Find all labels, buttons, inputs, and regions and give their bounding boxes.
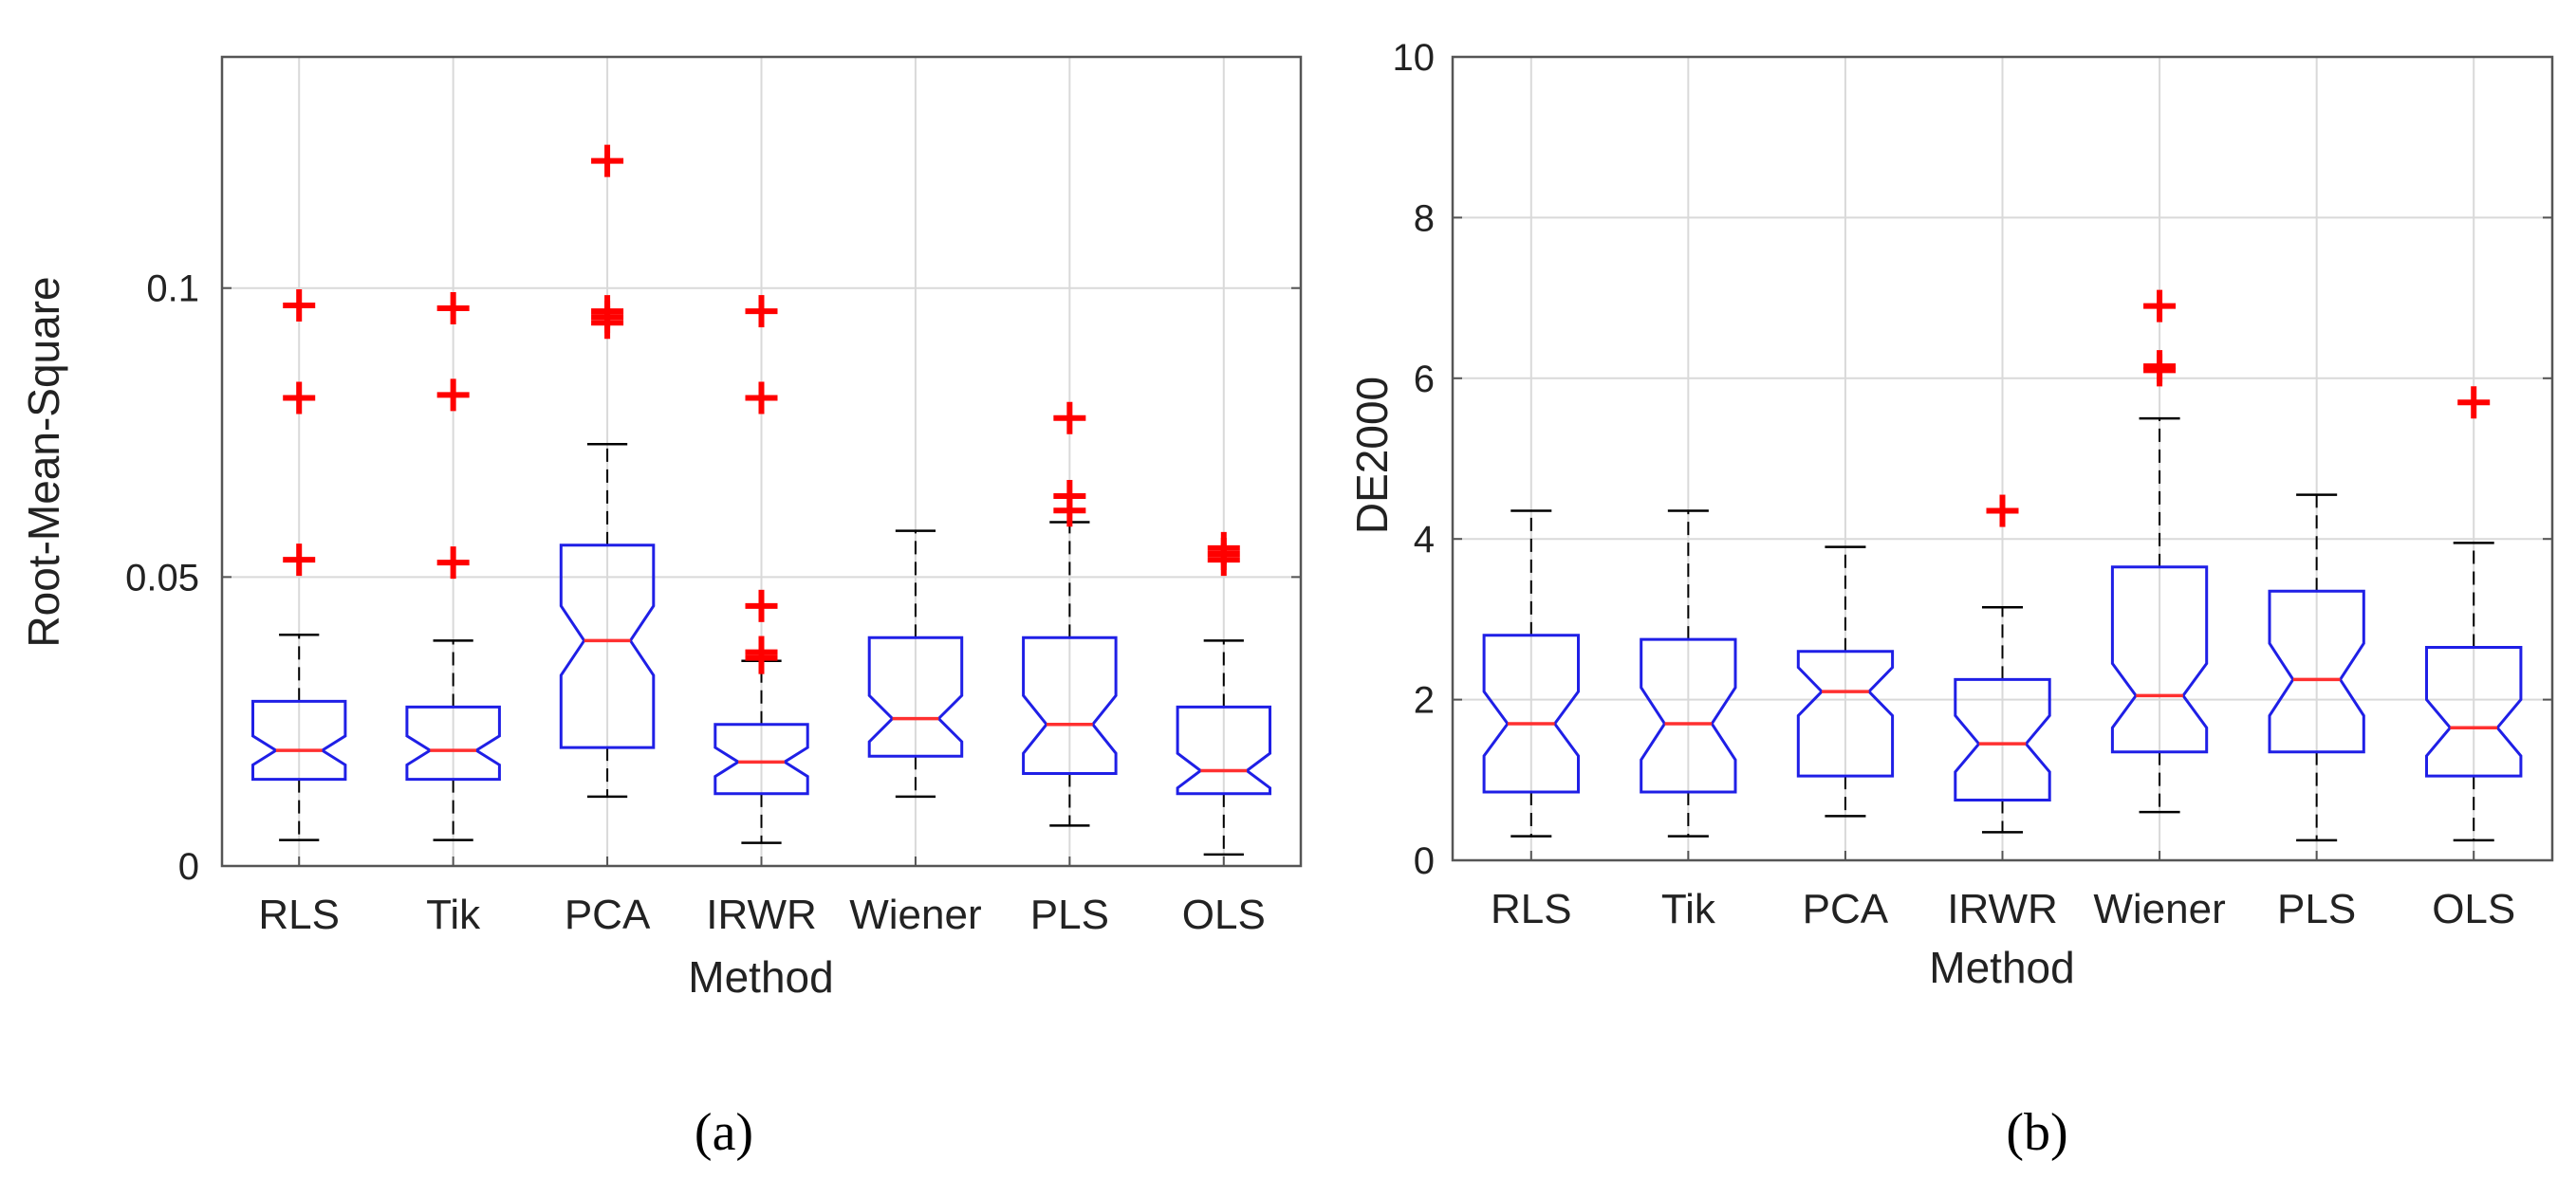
y-tick-label: 8 [1414,197,1435,239]
y-tick-label: 4 [1414,519,1435,561]
notched-box [251,699,347,782]
x-axis-label: Method [1929,943,2074,992]
box-pca [1796,545,1895,818]
notched-box [2110,565,2209,754]
outlier-marker [436,546,470,580]
outlier-marker [745,295,778,328]
notched-box [867,636,964,758]
box-wiener [867,529,964,799]
box-pca [559,144,656,799]
box-pls [1022,401,1118,827]
notched-box [1640,637,1737,794]
box-irwr [713,295,809,844]
outlier-marker [745,381,778,414]
x-axis-label: Method [688,952,833,1002]
notched-box [1796,650,1895,778]
notched-box [1482,634,1580,794]
outlier-marker [2457,386,2491,419]
box-tik [1640,509,1737,838]
box-rls [251,288,347,841]
box-ols [2425,386,2523,842]
notched-box [559,543,656,749]
x-tick-label: IRWR [1947,886,2058,932]
notched-box [713,723,809,796]
y-tick-label: 0.05 [125,557,199,599]
chart-b: 0 2 4 6 8 10 RLS Tik PCA IRWR Wiener PLS OLS Method DE… [1347,37,2554,992]
notched-box [1022,636,1118,775]
outlier-marker [745,636,778,669]
outlier-marker [2143,289,2177,322]
x-tick-label: Wiener [849,892,981,938]
outlier-marker [2143,350,2177,383]
x-tick-label: OLS [1182,892,1266,938]
box-wiener [2110,289,2209,814]
notched-box [2425,646,2523,778]
y-tick-label: 0 [1414,840,1435,882]
outlier-marker [591,144,624,177]
x-tick-label: PLS [1030,892,1109,938]
y-axis-label: DE2000 [1347,377,1397,534]
y-tick-label: 10 [1393,37,1436,79]
y-tick-label: 6 [1414,359,1435,400]
x-tick-label: Wiener [2093,886,2225,932]
outlier-marker [283,543,316,577]
outlier-marker [745,589,778,622]
notched-box [1176,705,1271,796]
y-tick-label: 2 [1414,680,1435,722]
x-tick-label: RLS [1491,886,1572,932]
caption-b: (b) [2006,1103,2068,1162]
outlier-marker [1986,494,2019,527]
y-tick-label: 0.1 [146,268,199,310]
chart-a: 0 0.05 0.1 RLS Tik PCA IRWR Wiener PLS OLS Method R… [19,55,1303,1002]
x-tick-label: RLS [258,892,340,938]
box-irwr [1954,494,2051,834]
box-pls [2268,493,2365,842]
box-ols [1176,531,1271,857]
outlier-marker [1053,480,1086,513]
outlier-marker [591,295,624,328]
outlier-marker [283,288,316,322]
caption-a: (a) [694,1103,754,1162]
outlier-marker [436,292,470,325]
box-tik [405,292,501,841]
notched-box [2268,589,2365,754]
x-tick-label: PCA [1803,886,1889,932]
x-tick-label: Tik [1661,886,1716,932]
outlier-marker [283,381,316,414]
outlier-marker [436,378,470,412]
notched-box [1954,677,2051,801]
x-tick-label: OLS [2432,886,2515,932]
notched-box [405,705,501,782]
x-tick-label: PLS [2277,886,2356,932]
x-tick-label: Tik [426,892,481,938]
box-rls [1482,509,1580,838]
outlier-marker [1053,401,1086,434]
y-axis-label: Root-Mean-Square [19,276,68,647]
outlier-marker [1207,531,1240,564]
x-tick-label: IRWR [706,892,817,938]
x-tick-label: PCA [565,892,651,938]
y-tick-label: 0 [178,846,199,888]
